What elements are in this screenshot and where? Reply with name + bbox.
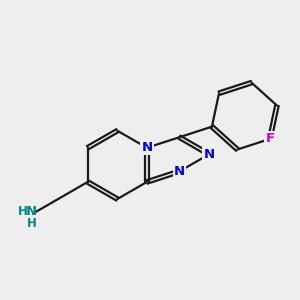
Text: H: H	[18, 205, 28, 218]
Text: N: N	[203, 148, 214, 161]
Text: H: H	[26, 217, 36, 230]
Text: N: N	[141, 141, 152, 154]
Text: F: F	[265, 133, 274, 146]
Text: N: N	[174, 165, 185, 178]
Text: N: N	[26, 205, 37, 218]
